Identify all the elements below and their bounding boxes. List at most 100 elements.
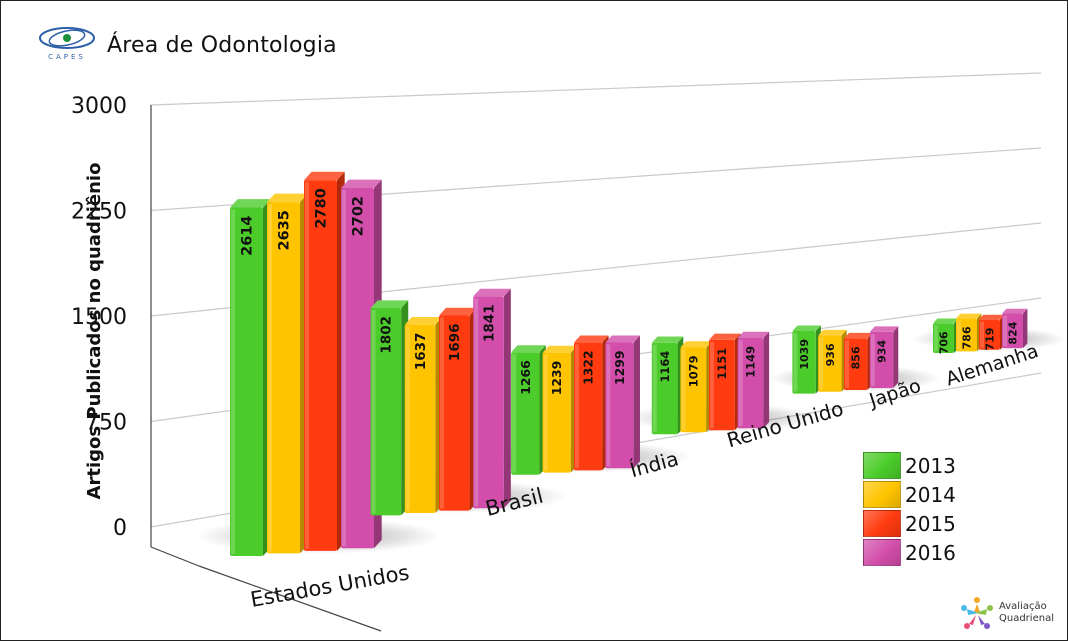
y-tick-label: 0	[113, 516, 127, 541]
x-axis-line	[198, 565, 382, 632]
bar-top-face	[542, 345, 578, 353]
bar-highlight	[819, 337, 824, 390]
bar-value-label: 1151	[715, 348, 729, 380]
bar-front-face	[404, 324, 436, 514]
bar-value-label: 1299	[612, 351, 627, 386]
bar-top-face	[304, 171, 345, 181]
bar-top-face	[574, 335, 609, 343]
y-tick-label: 750	[85, 411, 127, 436]
bar-top-face	[230, 199, 271, 208]
bar-highlight	[231, 209, 235, 554]
bar-top-face	[439, 307, 477, 316]
bar-side-face	[633, 335, 640, 469]
bar-value-label: 1149	[744, 346, 758, 378]
bar-highlight	[575, 344, 579, 469]
bar-highlight	[305, 182, 309, 549]
capes-logo-text: CAPES	[48, 53, 86, 61]
legend-label: 2016	[905, 540, 956, 565]
bar	[605, 335, 640, 469]
bar-top-face	[709, 333, 741, 340]
bar-value-label: 1696	[447, 324, 463, 362]
bar-highlight	[405, 326, 410, 512]
bar-highlight	[268, 204, 272, 552]
legend-swatch	[863, 510, 901, 537]
capes-logo: CAPES	[31, 25, 103, 65]
bar-front-face	[439, 315, 470, 511]
bar-front-face	[574, 342, 603, 471]
bar-front-face	[680, 347, 707, 433]
bar-top-face	[404, 316, 443, 325]
bar-highlight	[342, 189, 346, 547]
bar-front-face	[869, 331, 894, 389]
bar-value-label: 824	[1007, 321, 1020, 344]
bar-value-label: 2702	[351, 196, 367, 236]
legend-item: 2013	[863, 451, 956, 480]
bar-top-face	[341, 179, 382, 188]
bar-top-face	[869, 326, 899, 332]
y-axis-title: Artigos Publicados no quadriênio	[84, 163, 105, 500]
bar-top-face	[844, 332, 873, 339]
legend-label: 2015	[905, 511, 956, 536]
bar-top-face	[370, 300, 409, 309]
bar-value-label: 936	[824, 343, 837, 366]
legend-item: 2015	[863, 509, 956, 538]
y-tick-label: 2250	[71, 200, 127, 225]
bar-front-face	[230, 207, 263, 556]
bar-value-label: 786	[961, 326, 974, 349]
bar-front-face	[933, 323, 954, 353]
bar-value-label: 2635	[277, 210, 293, 250]
bar-front-face	[709, 339, 735, 431]
bar-side-face	[1023, 308, 1028, 349]
bar-top-face	[605, 335, 640, 343]
bar	[1002, 308, 1028, 349]
y-tick-label: 3000	[71, 94, 127, 119]
bar-top-face	[267, 193, 308, 203]
bar-front-face	[956, 318, 977, 352]
bar-highlight	[957, 320, 961, 350]
bar-value-label: 2780	[314, 188, 330, 228]
bar-highlight	[652, 344, 657, 433]
legend-swatch	[863, 452, 901, 479]
bar-value-label: 856	[850, 346, 863, 369]
legend-item: 2014	[863, 480, 956, 509]
bar-top-face	[979, 314, 1005, 320]
bar-front-face	[473, 296, 504, 509]
bar-top-face	[511, 345, 546, 353]
x-category-label: Estados Unidos	[249, 560, 411, 612]
bar-front-face	[792, 330, 816, 394]
bar	[511, 345, 546, 475]
bar-front-face	[341, 187, 374, 549]
bar-top-face	[680, 341, 712, 348]
bar-top-face	[956, 313, 982, 319]
bar-value-label: 1322	[581, 350, 596, 385]
bar-value-label: 1637	[413, 333, 429, 371]
y-tick-label: 1500	[71, 305, 127, 330]
header-title: Área de Odontologia	[107, 32, 337, 58]
bar	[844, 332, 873, 390]
chart-legend: 2013 2014 2015 2016	[863, 451, 956, 567]
bar-front-face	[737, 337, 764, 429]
bar-top-face	[933, 318, 959, 324]
bar-value-label: 1841	[481, 304, 497, 342]
bar-highlight	[512, 354, 517, 473]
bar-top-face	[737, 331, 770, 338]
bar-highlight	[1003, 315, 1007, 347]
bar-front-face	[370, 308, 402, 516]
bar-side-face	[763, 331, 770, 429]
bar	[230, 199, 271, 557]
bar-value-label: 1266	[518, 360, 533, 395]
bar	[979, 314, 1005, 350]
bar-front-face	[605, 342, 634, 469]
bar-front-face	[979, 319, 1000, 350]
legend-swatch	[863, 539, 901, 566]
footer-line-1: Avaliação	[999, 601, 1047, 612]
bar-value-label: 1239	[549, 361, 564, 396]
bar-top-face	[792, 325, 821, 331]
bar-front-face	[542, 352, 571, 473]
star-people-icon	[961, 597, 993, 629]
bar	[341, 179, 382, 549]
legend-item: 2016	[863, 538, 956, 567]
gridline	[150, 72, 1042, 106]
